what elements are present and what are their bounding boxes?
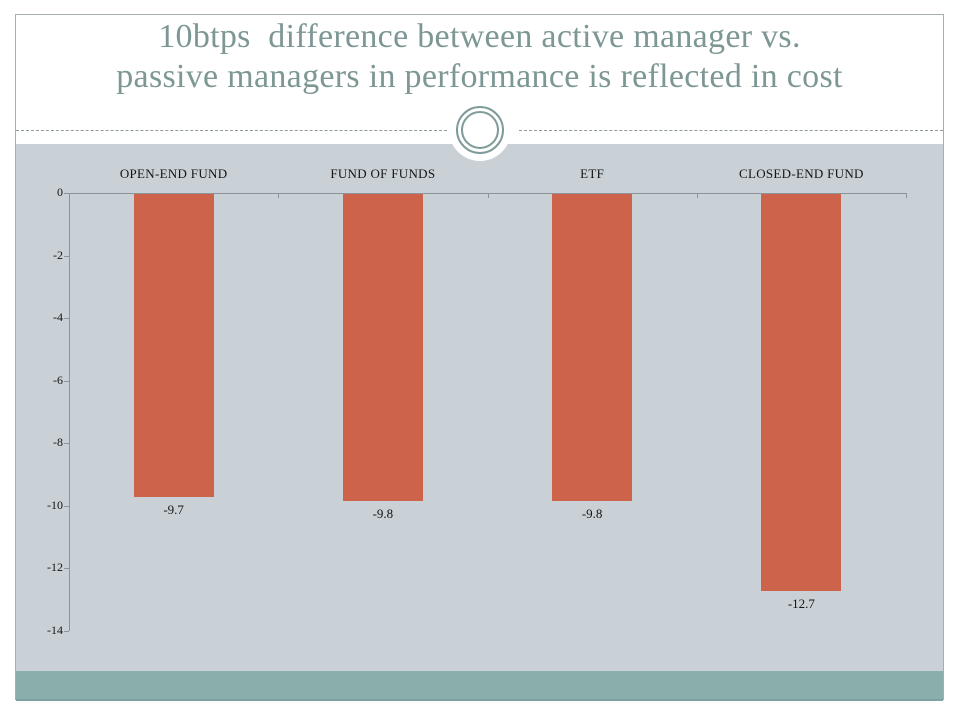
x-axis-tick: [906, 193, 907, 198]
bar-value-label: -12.7: [787, 596, 815, 612]
slide-title-line-2: passive managers in performance is refle…: [116, 58, 843, 95]
bar-value-label: -9.7: [163, 502, 184, 518]
y-axis-tick: [64, 380, 69, 382]
slide-title: 10btps difference between active manager…: [16, 17, 943, 97]
y-axis-tick: [64, 568, 69, 570]
bar: [342, 194, 423, 501]
y-axis-tick-label: -4: [53, 310, 63, 325]
y-axis-tick-label: -6: [53, 372, 63, 387]
category-label: FUND OF FUNDS: [330, 166, 436, 181]
category-label: CLOSED-END FUND: [739, 166, 864, 181]
y-axis-tick: [64, 193, 69, 194]
slide-title-line-1: 10btps difference between active manager…: [158, 18, 801, 55]
y-axis-tick: [64, 505, 69, 507]
chart-layer: 0 -2 -4 -6 -8 -10 -12 -14 OPEN-END FUND -9.7 FUND …: [16, 15, 943, 699]
bar-value-label: -9.8: [581, 505, 603, 521]
y-axis-tick-label: 0: [57, 185, 63, 199]
y-axis-line: [69, 193, 70, 631]
category-label: ETF: [580, 166, 605, 181]
y-axis-tick-label: -2: [53, 247, 63, 262]
y-axis-tick: [64, 443, 69, 445]
category-label: OPEN-END FUND: [119, 166, 228, 181]
y-axis-tick: [64, 631, 69, 632]
bar: [552, 194, 633, 501]
y-axis-tick-label: -10: [47, 497, 63, 512]
y-axis-tick: [64, 255, 69, 257]
x-axis-tick: [696, 193, 698, 198]
x-axis-tick: [278, 193, 280, 198]
slide-frame: 10btps difference between active manager…: [15, 14, 944, 701]
y-axis-tick-label: -14: [47, 623, 63, 637]
bottom-accent-band: [16, 671, 943, 701]
title-divider-line-right: [519, 130, 943, 131]
bar: [761, 194, 842, 592]
title-divider-line-left: [16, 130, 447, 131]
ornament-circle-inner: [461, 111, 499, 149]
y-axis-tick-label: -8: [53, 435, 63, 450]
bar-value-label: -9.8: [372, 505, 394, 521]
bar: [133, 194, 214, 498]
y-axis-tick: [64, 318, 69, 320]
y-axis-tick-label: -12: [47, 560, 63, 575]
x-axis-tick: [487, 193, 489, 198]
